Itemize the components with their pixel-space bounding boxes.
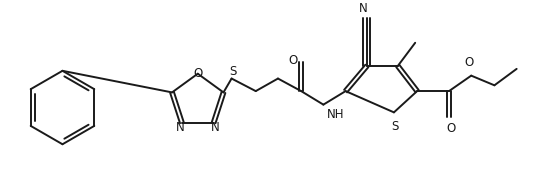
Text: N: N <box>358 2 367 15</box>
Text: O: O <box>465 56 474 69</box>
Text: N: N <box>211 121 220 134</box>
Text: S: S <box>391 120 398 133</box>
Text: NH: NH <box>327 107 345 121</box>
Text: O: O <box>447 122 455 135</box>
Text: O: O <box>193 67 202 80</box>
Text: O: O <box>289 54 298 67</box>
Text: N: N <box>176 121 184 134</box>
Text: S: S <box>229 65 236 78</box>
